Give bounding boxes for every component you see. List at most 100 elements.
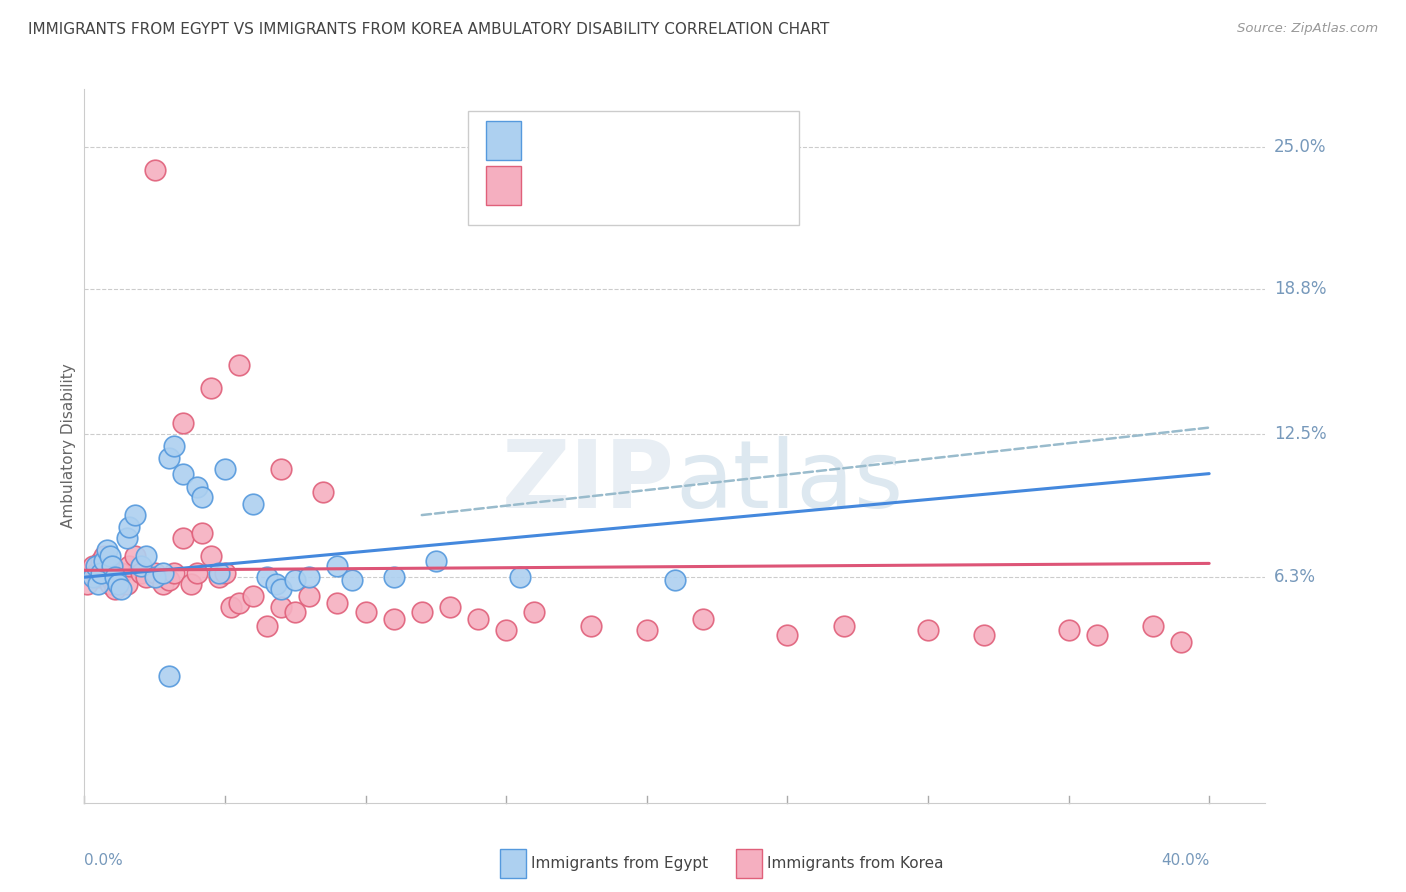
Point <box>163 439 186 453</box>
Text: Immigrants from Egypt: Immigrants from Egypt <box>531 856 707 871</box>
Point <box>200 549 222 564</box>
Point <box>82 570 104 584</box>
Point <box>87 577 110 591</box>
Point <box>107 570 129 584</box>
Point <box>509 570 531 584</box>
Point <box>208 570 231 584</box>
FancyBboxPatch shape <box>468 111 799 225</box>
Point <box>270 462 292 476</box>
Point <box>1142 618 1164 632</box>
Point <box>228 359 250 373</box>
Point <box>270 582 292 596</box>
Point <box>143 566 166 580</box>
Point <box>186 566 208 580</box>
Point <box>172 416 194 430</box>
Point <box>129 566 152 580</box>
Point <box>124 508 146 522</box>
Point <box>96 542 118 557</box>
Point <box>115 577 138 591</box>
Point <box>284 573 307 587</box>
Point <box>157 450 180 465</box>
Point <box>84 558 107 573</box>
Text: atlas: atlas <box>675 435 903 528</box>
Point <box>354 605 377 619</box>
Point <box>219 600 242 615</box>
Point <box>104 582 127 596</box>
Point <box>135 549 157 564</box>
Text: 0.0%: 0.0% <box>84 854 124 869</box>
Point <box>101 573 124 587</box>
Point <box>636 623 658 637</box>
Point <box>264 577 287 591</box>
Point <box>93 554 115 568</box>
Text: 25.0%: 25.0% <box>1274 137 1326 156</box>
Text: Immigrants from Korea: Immigrants from Korea <box>768 856 943 871</box>
Point <box>93 549 115 564</box>
Text: Source: ZipAtlas.com: Source: ZipAtlas.com <box>1237 22 1378 36</box>
Point <box>110 582 132 596</box>
Point <box>411 605 433 619</box>
Point <box>98 577 121 591</box>
Point <box>143 162 166 177</box>
Point <box>118 519 141 533</box>
Point <box>495 623 517 637</box>
Point <box>157 573 180 587</box>
Text: N = 61: N = 61 <box>671 178 733 193</box>
Point <box>326 558 349 573</box>
Point <box>973 628 995 642</box>
Point <box>84 566 107 580</box>
Point <box>82 558 104 573</box>
Point <box>214 566 236 580</box>
Point <box>1057 623 1080 637</box>
FancyBboxPatch shape <box>486 121 522 161</box>
Point <box>129 558 152 573</box>
Point <box>124 549 146 564</box>
Point <box>191 526 214 541</box>
Point <box>191 490 214 504</box>
Point <box>298 589 321 603</box>
Point <box>439 600 461 615</box>
Point <box>98 549 121 564</box>
Point <box>256 618 278 632</box>
Point <box>340 573 363 587</box>
Point <box>832 618 855 632</box>
Point <box>107 577 129 591</box>
Point <box>118 558 141 573</box>
Point <box>228 595 250 609</box>
Point <box>186 480 208 494</box>
Point <box>579 618 602 632</box>
Point <box>163 566 186 580</box>
Text: ZIP: ZIP <box>502 435 675 528</box>
Point <box>172 531 194 545</box>
Point <box>382 612 405 626</box>
Point <box>96 558 118 573</box>
Y-axis label: Ambulatory Disability: Ambulatory Disability <box>60 364 76 528</box>
Point <box>1170 634 1192 648</box>
Point <box>90 566 112 580</box>
Point <box>172 467 194 481</box>
Point <box>326 595 349 609</box>
Point <box>467 612 489 626</box>
Text: R = 0.025: R = 0.025 <box>536 178 616 193</box>
Point <box>110 566 132 580</box>
Point <box>382 570 405 584</box>
Point <box>312 485 335 500</box>
Text: IMMIGRANTS FROM EGYPT VS IMMIGRANTS FROM KOREA AMBULATORY DISABILITY CORRELATION: IMMIGRANTS FROM EGYPT VS IMMIGRANTS FROM… <box>28 22 830 37</box>
Point <box>425 554 447 568</box>
Point <box>256 570 278 584</box>
Point <box>152 566 174 580</box>
Point <box>101 558 124 573</box>
Point <box>104 570 127 584</box>
Point <box>200 381 222 395</box>
Point <box>214 462 236 476</box>
Point <box>523 605 546 619</box>
Point <box>284 605 307 619</box>
Point <box>1085 628 1108 642</box>
FancyBboxPatch shape <box>486 166 522 205</box>
Point <box>143 570 166 584</box>
Point <box>115 531 138 545</box>
Point <box>135 570 157 584</box>
Point <box>180 577 202 591</box>
Text: 6.3%: 6.3% <box>1274 568 1316 586</box>
Point <box>242 497 264 511</box>
